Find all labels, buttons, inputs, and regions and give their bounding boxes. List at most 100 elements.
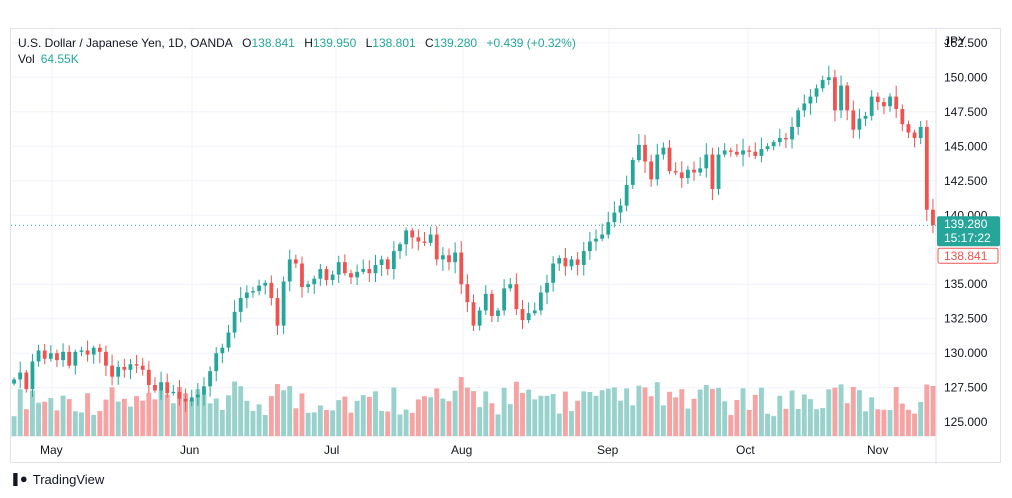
volume-bar [673, 397, 679, 436]
currency-label: JPY [944, 34, 966, 48]
candle-body [42, 350, 47, 359]
candle-body [679, 172, 684, 179]
volume-bar [232, 381, 238, 436]
volume-bar [238, 386, 244, 436]
candle-body [465, 284, 470, 303]
volume-bar [765, 413, 770, 436]
candle-body [398, 244, 402, 252]
candle-body [208, 371, 212, 387]
volume-bar [477, 407, 483, 436]
price-tick-label: 125.000 [944, 415, 988, 429]
volume-bar [863, 411, 869, 436]
price-tick-label: 135.000 [944, 277, 988, 291]
volume-bar [305, 412, 311, 436]
volume-bar [495, 414, 501, 436]
volume-bar [366, 396, 372, 436]
volume-bar [869, 397, 875, 436]
volume-bar [152, 399, 158, 436]
candle-body [655, 154, 660, 180]
volume-bar [256, 404, 262, 436]
volume-bar [60, 395, 66, 436]
volume-bar [336, 400, 342, 436]
volume-bar [48, 398, 54, 436]
candle-body [202, 386, 206, 395]
candle-body [91, 347, 96, 355]
volume-bar [78, 412, 84, 436]
candle-body [447, 255, 451, 263]
symbol-title[interactable]: U.S. Dollar / Japanese Yen, 1D, OANDA [18, 36, 233, 50]
volume-bar [587, 391, 593, 436]
volume-bar [685, 408, 691, 436]
candle-body [839, 85, 843, 111]
candle-body [826, 77, 831, 81]
volume-bar [777, 395, 783, 436]
candle-body [318, 269, 323, 279]
volume-bar [428, 397, 434, 436]
candle-body [453, 252, 458, 263]
candle-body [18, 372, 23, 380]
candle-body [857, 118, 862, 130]
volume-bar [195, 389, 201, 436]
volume-bar [287, 386, 293, 436]
volume-bar [250, 410, 256, 436]
candle-body [735, 151, 739, 155]
volume-bar [856, 390, 862, 436]
volume-bar [409, 412, 415, 436]
volume-bar [317, 405, 323, 436]
volume-bar [520, 392, 525, 436]
volume-bar [330, 410, 336, 436]
countdown-label: 15:17:22 [944, 231, 991, 245]
last-price-badge [937, 216, 1000, 247]
volume-bar [121, 398, 127, 436]
last-price-label: 139.280 [944, 217, 988, 231]
candle-body [686, 169, 690, 179]
candle-body [520, 309, 525, 321]
candle-body [496, 310, 500, 316]
open-marker-label: 138.841 [944, 249, 988, 263]
candle-body [532, 310, 537, 314]
volume-bar [268, 396, 274, 436]
candle-body [171, 391, 176, 394]
volume-bar [403, 409, 409, 436]
candle-body [459, 252, 464, 285]
price-tick-label: 150.000 [944, 70, 988, 84]
candle-body [189, 397, 194, 402]
volume-label[interactable]: Vol [18, 52, 35, 66]
candle-body [85, 350, 90, 355]
candle-body [722, 150, 727, 155]
volume-bar [140, 400, 146, 436]
time-tick-label: Oct [736, 443, 755, 457]
price-chart[interactable]: 152.500150.000147.500145.000142.500140.0… [11, 29, 1002, 464]
volume-bar [109, 387, 115, 436]
volume-bar [630, 405, 636, 436]
open-marker-badge [937, 247, 999, 264]
candle-body [153, 384, 157, 391]
price-tick-label: 145.000 [944, 139, 988, 153]
volume-bar [464, 387, 470, 436]
candle-body [471, 302, 476, 326]
volume-bar [183, 393, 189, 436]
candle-body [618, 205, 623, 213]
candle-body [643, 144, 647, 162]
volume-bar [783, 408, 789, 436]
candle-body [606, 222, 611, 235]
chart-frame[interactable]: 152.500 150.000 147.500 145.000 142.500 140.0… [10, 28, 1002, 464]
candle-body [851, 110, 856, 130]
tradingview-brand[interactable]: ❚● TradingView [10, 471, 104, 487]
volume-bar [734, 400, 740, 436]
volume-bar [471, 391, 476, 436]
volume-bar [850, 386, 856, 436]
candle-body [747, 150, 752, 152]
candle-body [110, 365, 114, 377]
volume-bar [483, 391, 489, 436]
volume-bar [667, 391, 672, 436]
candle-body [422, 241, 427, 243]
volume-bar [354, 400, 360, 436]
volume-bar [207, 403, 213, 436]
candle-body [477, 310, 482, 326]
candle-body [624, 184, 629, 206]
volume-bar [513, 381, 519, 436]
volume-bar [422, 396, 427, 436]
candle-body [183, 398, 188, 402]
candle-body [636, 144, 641, 161]
